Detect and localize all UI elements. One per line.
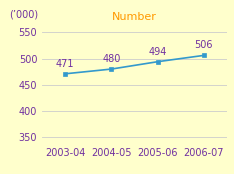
- Text: 471: 471: [56, 59, 74, 69]
- Text: 494: 494: [148, 47, 167, 57]
- Text: (’000): (’000): [9, 10, 38, 20]
- Title: Number: Number: [112, 12, 157, 22]
- Text: 506: 506: [195, 40, 213, 50]
- Text: 480: 480: [102, 54, 121, 64]
